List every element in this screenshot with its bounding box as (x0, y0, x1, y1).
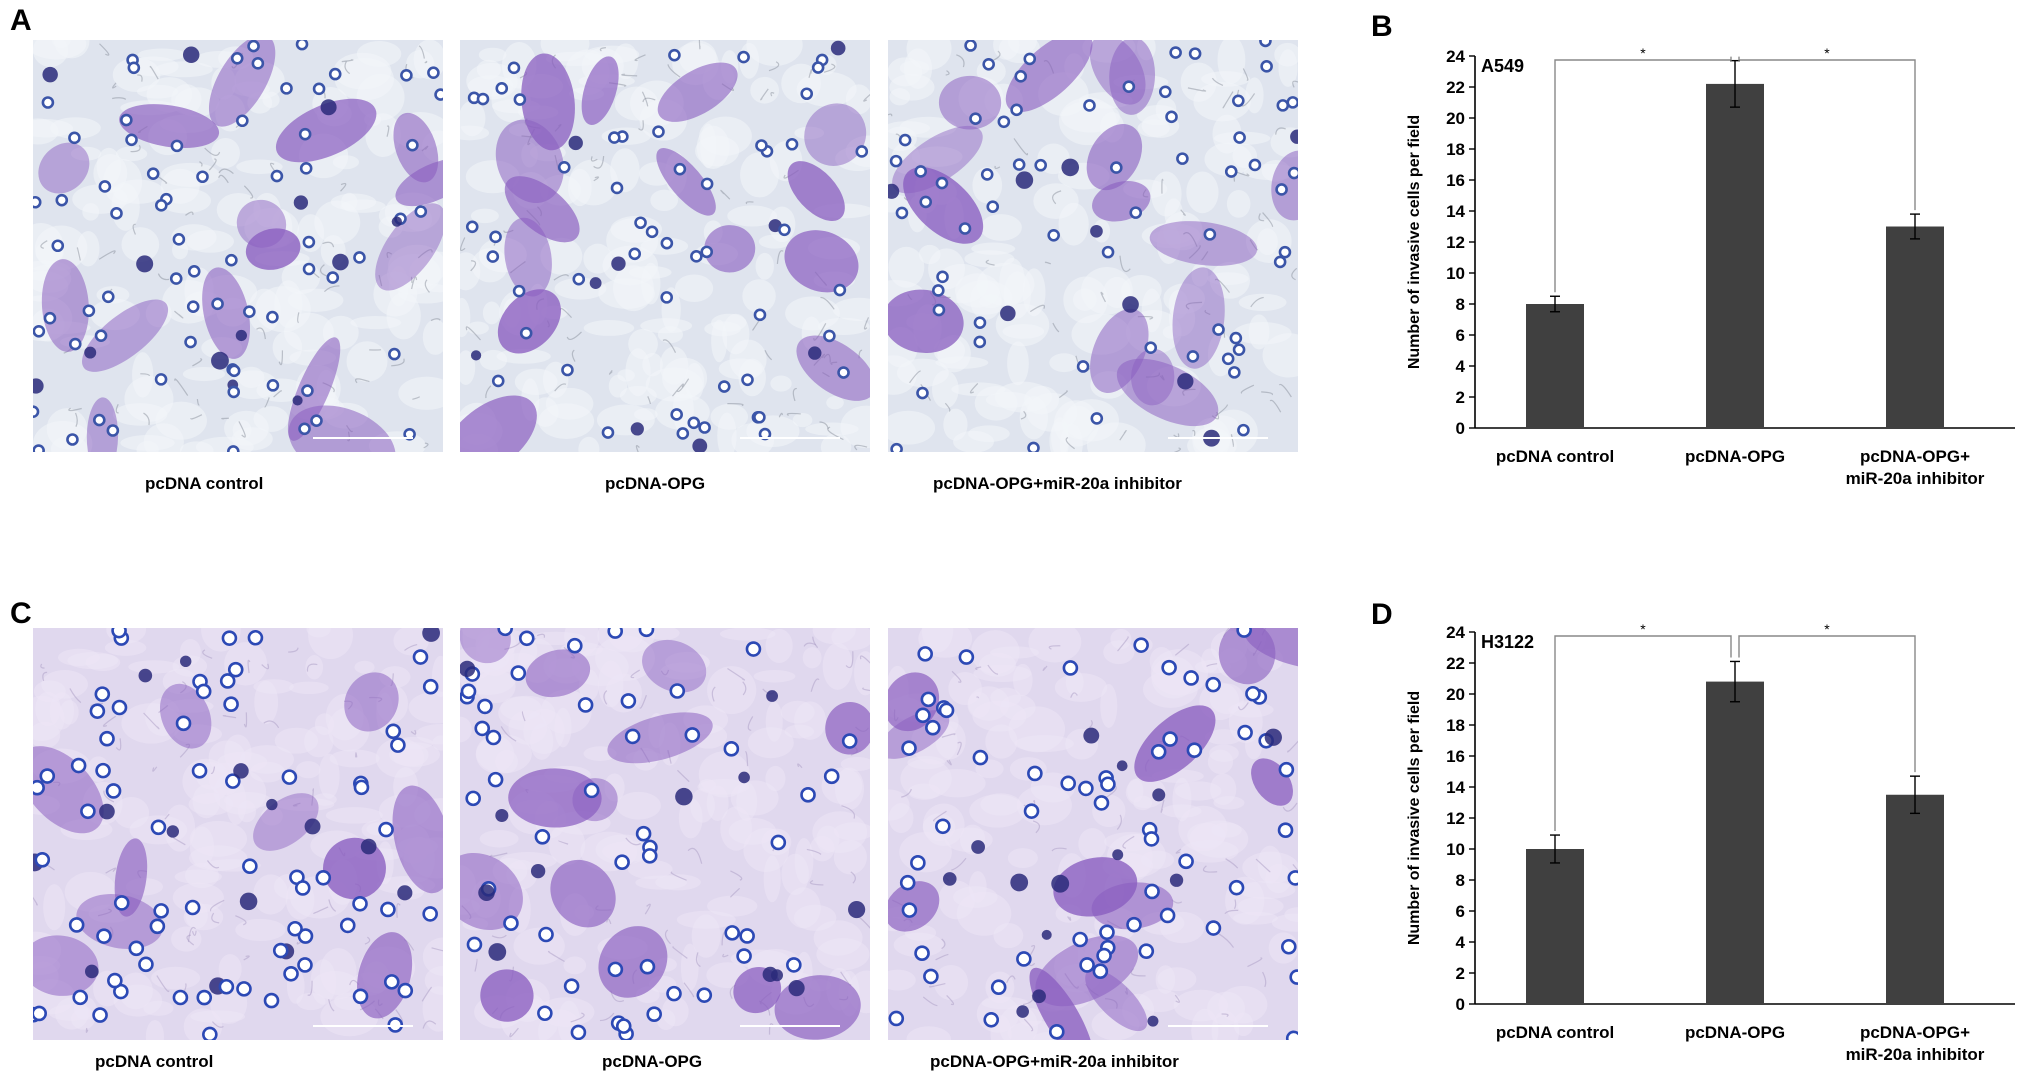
y-tick-label: 22 (1446, 78, 1465, 97)
bar (1706, 681, 1764, 1004)
y-tick-label: 6 (1456, 902, 1465, 921)
y-tick-label: 18 (1446, 716, 1465, 735)
y-tick-label: 18 (1446, 140, 1465, 159)
panel-letter-d: D (1371, 598, 1393, 631)
y-tick-label: 24 (1446, 47, 1465, 66)
y-tick-label: 0 (1456, 995, 1465, 1014)
y-tick-label: 4 (1456, 933, 1466, 952)
significance-marker: * (1640, 621, 1646, 637)
caption-c-control: pcDNA control (95, 1052, 214, 1071)
chart-title: A549 (1481, 56, 1524, 76)
y-tick-label: 20 (1446, 685, 1465, 704)
y-tick-label: 2 (1456, 388, 1465, 407)
x-tick-label: pcDNA-OPG (1685, 447, 1785, 466)
panel-letter-c: C (10, 597, 32, 630)
caption-a-opg-inhibitor: pcDNA-OPG+miR-20a inhibitor (933, 474, 1182, 493)
y-tick-label: 8 (1456, 295, 1465, 314)
y-tick-label: 10 (1446, 264, 1465, 283)
y-tick-label: 14 (1446, 778, 1465, 797)
x-tick-label: pcDNA-OPG+ (1860, 447, 1970, 466)
y-tick-label: 10 (1446, 840, 1465, 859)
y-tick-label: 14 (1446, 202, 1465, 221)
micrograph-c-control (33, 628, 443, 1040)
significance-bracket (1738, 635, 1916, 773)
significance-marker: * (1640, 45, 1646, 61)
y-tick-label: 4 (1456, 357, 1466, 376)
caption-c-opg: pcDNA-OPG (602, 1052, 703, 1071)
y-tick-label: 16 (1446, 747, 1465, 766)
bar (1526, 849, 1584, 1004)
micrograph-a-control (33, 40, 443, 452)
y-tick-label: 2 (1456, 964, 1465, 983)
micrograph-c-opg-inhibitor (888, 628, 1298, 1040)
x-tick-label: pcDNA-OPG (1685, 1023, 1785, 1042)
significance-bracket (1554, 635, 1732, 832)
significance-bracket (1738, 56, 1916, 211)
y-tick-label: 16 (1446, 171, 1465, 190)
y-axis-label: Number of invasive cells per field (1406, 115, 1423, 369)
y-tick-label: 20 (1446, 109, 1465, 128)
significance-marker: * (1824, 45, 1830, 61)
y-tick-label: 6 (1456, 326, 1465, 345)
significance-bracket (1554, 56, 1732, 293)
caption-a-control: pcDNA control (145, 474, 264, 493)
x-tick-label: pcDNA control (1496, 1023, 1614, 1042)
caption-a-opg: pcDNA-OPG (605, 474, 706, 493)
panel-letter-b: B (1371, 10, 1393, 43)
x-tick-label: pcDNA control (1496, 447, 1614, 466)
micrograph-a-opg (460, 40, 870, 452)
y-tick-label: 12 (1446, 233, 1465, 252)
significance-marker: * (1824, 621, 1830, 637)
bar (1526, 304, 1584, 428)
caption-c-opg-inhibitor: pcDNA-OPG+miR-20a inhibitor (930, 1052, 1179, 1071)
bar (1886, 794, 1944, 1004)
y-tick-label: 24 (1446, 623, 1465, 642)
y-tick-label: 12 (1446, 809, 1465, 828)
y-axis-label: Number of invasive cells per field (1406, 691, 1423, 945)
y-tick-label: 22 (1446, 654, 1465, 673)
micrograph-a-opg-inhibitor (888, 40, 1298, 452)
y-tick-label: 0 (1456, 419, 1465, 438)
micrograph-c-opg (460, 628, 870, 1040)
x-tick-label: miR-20a inhibitor (1846, 1045, 1985, 1064)
bar (1886, 226, 1944, 428)
x-tick-label: miR-20a inhibitor (1846, 469, 1985, 488)
y-tick-label: 8 (1456, 871, 1465, 890)
bar (1706, 83, 1764, 429)
chart-title: H3122 (1481, 632, 1534, 652)
x-tick-label: pcDNA-OPG+ (1860, 1023, 1970, 1042)
panel-letter-a: A (10, 4, 32, 37)
